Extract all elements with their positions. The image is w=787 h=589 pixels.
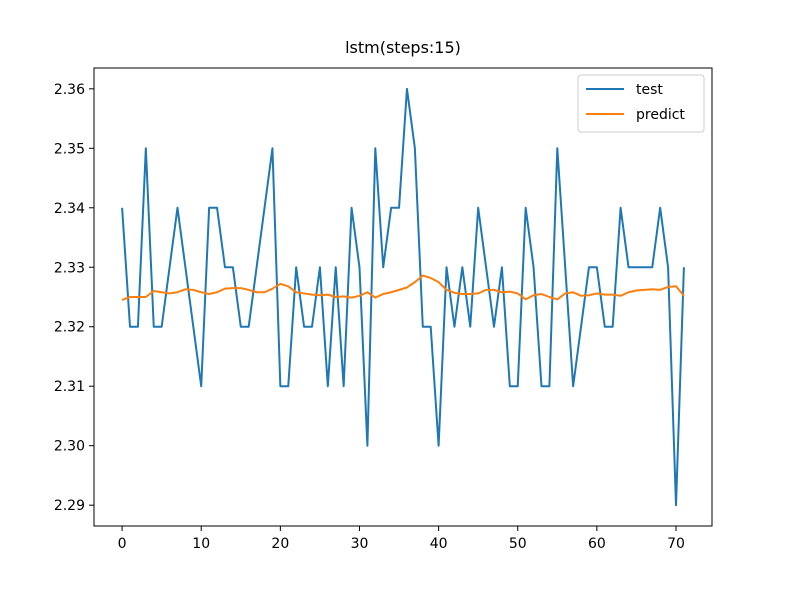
legend-label-predict: predict (636, 107, 685, 123)
y-tick-label: 2.36 (54, 82, 85, 98)
x-tick-label: 10 (192, 536, 210, 552)
x-tick-label: 60 (588, 536, 606, 552)
plot-area (121, 87, 685, 507)
y-axis: 2.29 2.30 2.31 2.32 2.33 2.34 2.35 2.36 (54, 82, 94, 514)
legend-label-test: test (636, 82, 663, 98)
x-tick-label: 40 (430, 536, 448, 552)
y-tick-label: 2.32 (54, 320, 85, 336)
y-tick-label: 2.35 (54, 141, 85, 157)
series-line-predict (121, 274, 685, 301)
x-tick-label: 20 (271, 536, 289, 552)
x-tick-label: 30 (351, 536, 369, 552)
x-tick-label: 50 (509, 536, 527, 552)
axes-frame (93, 67, 713, 527)
x-axis: 0 10 20 30 40 50 60 70 (118, 526, 685, 552)
chart-title: lstm(steps:15) (345, 38, 461, 57)
y-tick-label: 2.34 (54, 201, 85, 217)
y-tick-label: 2.29 (54, 498, 85, 514)
y-tick-label: 2.31 (54, 379, 85, 395)
x-tick-label: 70 (667, 536, 685, 552)
series-line-test (121, 87, 685, 507)
legend: test predict (577, 74, 705, 133)
x-tick-label: 0 (118, 536, 127, 552)
y-tick-label: 2.33 (54, 260, 85, 276)
y-tick-label: 2.30 (54, 439, 85, 455)
